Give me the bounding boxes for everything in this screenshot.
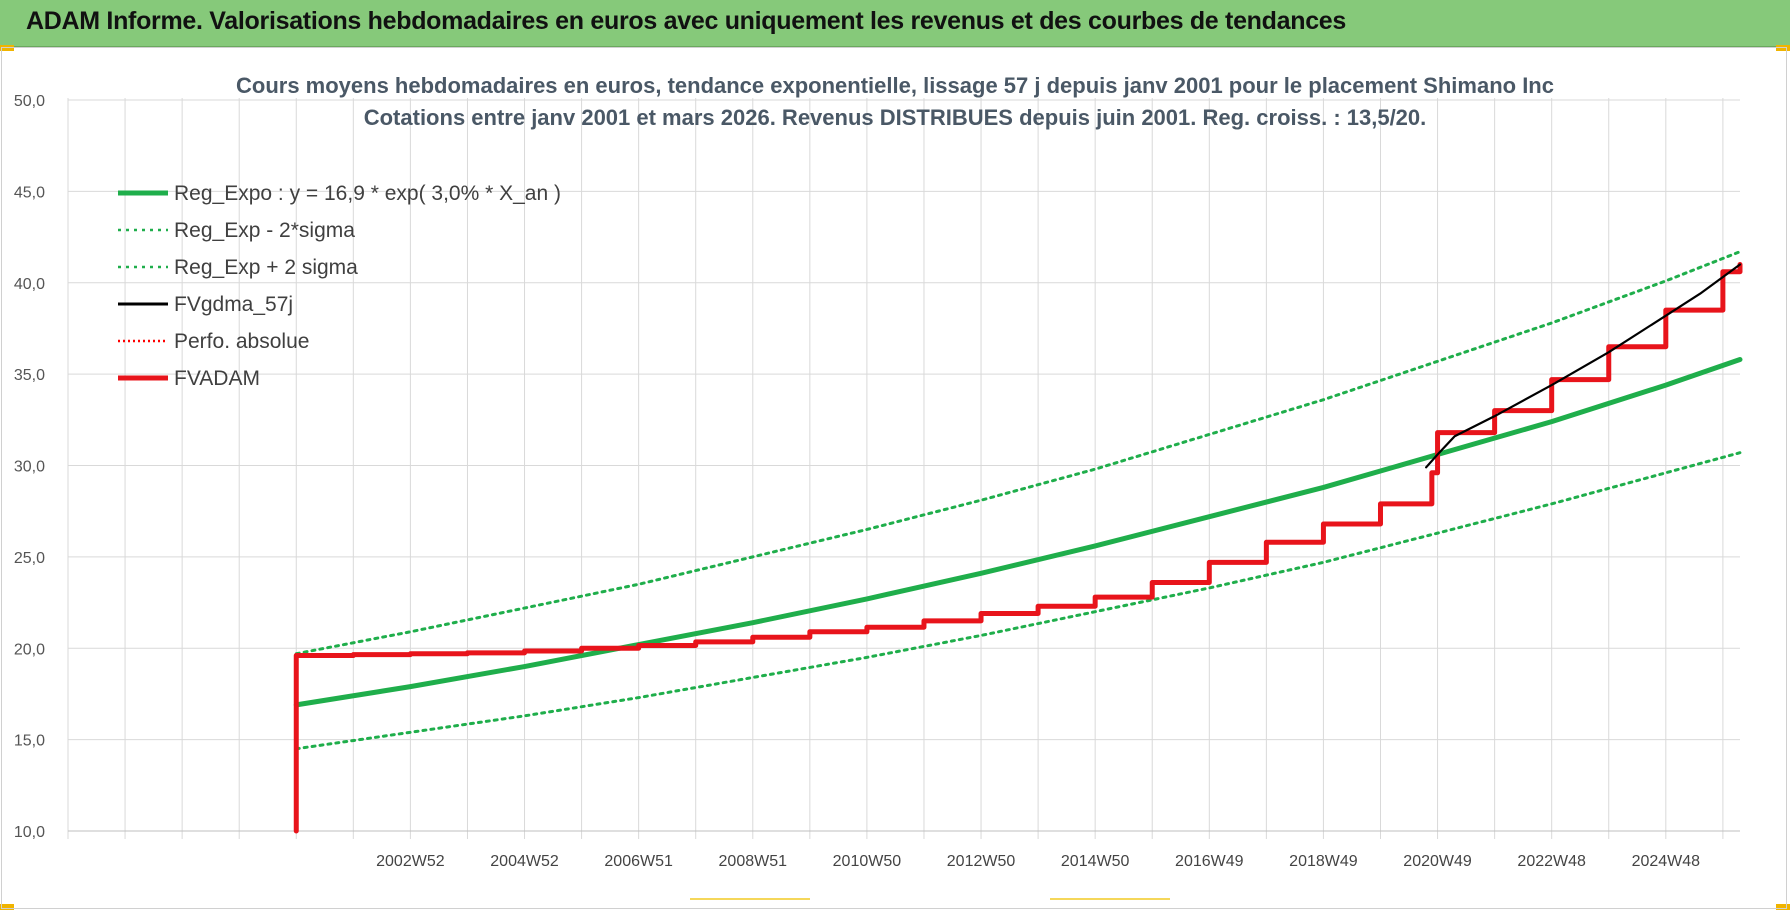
legend-label: Reg_Exp - 2*sigma: [174, 219, 355, 242]
report-title: ADAM Informe. Valorisations hebdomadaire…: [26, 7, 1347, 35]
x-tick-label: 2006W51: [604, 853, 673, 870]
x-tick-label: 2022W48: [1517, 853, 1586, 870]
y-tick-label: 35,0: [14, 367, 45, 384]
y-tick-label: 40,0: [14, 276, 45, 293]
x-tick-label: 2008W51: [719, 853, 788, 870]
chart-title: Cours moyens hebdomadaires en euros, ten…: [236, 73, 1554, 98]
axes: 10,0 15,0 20,0 25,0 30,0 35,0 40,0 45,0 50,0 2002…: [14, 93, 1740, 870]
series-line-reg-exp-2-sigma: [294, 451, 1742, 751]
series-line-fvadam: [293, 261, 1743, 834]
x-tick-label: 2016W49: [1175, 853, 1244, 870]
legend-label: Reg_Expo : y = 16,9 * exp( 3,0% * X_an ): [174, 182, 561, 205]
series-line-fvgdma-57j: [1425, 263, 1742, 469]
x-tick-label: 2020W49: [1403, 853, 1472, 870]
x-tick-label: 2018W49: [1289, 853, 1358, 870]
y-tick-label: 30,0: [14, 459, 45, 476]
report-header: ADAM Informe. Valorisations hebdomadaire…: [0, 0, 1790, 47]
y-tick-label: 25,0: [14, 550, 45, 567]
accent-line-left: [690, 898, 810, 900]
accent-line-right: [1050, 898, 1170, 900]
x-tick-label: 2014W50: [1061, 853, 1130, 870]
x-tick-label: 2024W48: [1632, 853, 1701, 870]
x-tick-label: 2002W52: [376, 853, 445, 870]
y-tick-label: 20,0: [14, 641, 45, 658]
series-lines: [293, 250, 1743, 834]
y-tick-label: 45,0: [14, 184, 45, 201]
chart-subtitle: Cotations entre janv 2001 et mars 2026. …: [364, 105, 1427, 130]
chart-frame: [1, 47, 1787, 909]
legend-label: FVADAM: [174, 367, 260, 390]
corner-marker-top-right: [1776, 45, 1790, 51]
corner-marker-bottom-left: [0, 904, 14, 910]
x-tick-label: 2010W50: [833, 853, 902, 870]
y-tick-label: 15,0: [14, 733, 45, 750]
legend-label: FVgdma_57j: [174, 293, 293, 316]
y-tick-label: 10,0: [14, 824, 45, 841]
series-line-reg-expo-y-16-9-exp-3-0-x-an: [293, 357, 1743, 708]
grid: [67, 98, 1740, 839]
legend-label: Perfo. absolue: [174, 330, 309, 353]
corner-marker-bottom-right: [1776, 904, 1790, 910]
x-tick-label: 2004W52: [490, 853, 559, 870]
y-tick-label: 50,0: [14, 93, 45, 110]
legend-label: Reg_Exp + 2 sigma: [174, 256, 358, 279]
x-tick-label: 2012W50: [947, 853, 1016, 870]
legend: Reg_Expo : y = 16,9 * exp( 3,0% * X_an )…: [118, 182, 561, 390]
series-line-reg-exp-2-sigma: [294, 250, 1742, 656]
corner-marker-top-left: [0, 45, 14, 51]
